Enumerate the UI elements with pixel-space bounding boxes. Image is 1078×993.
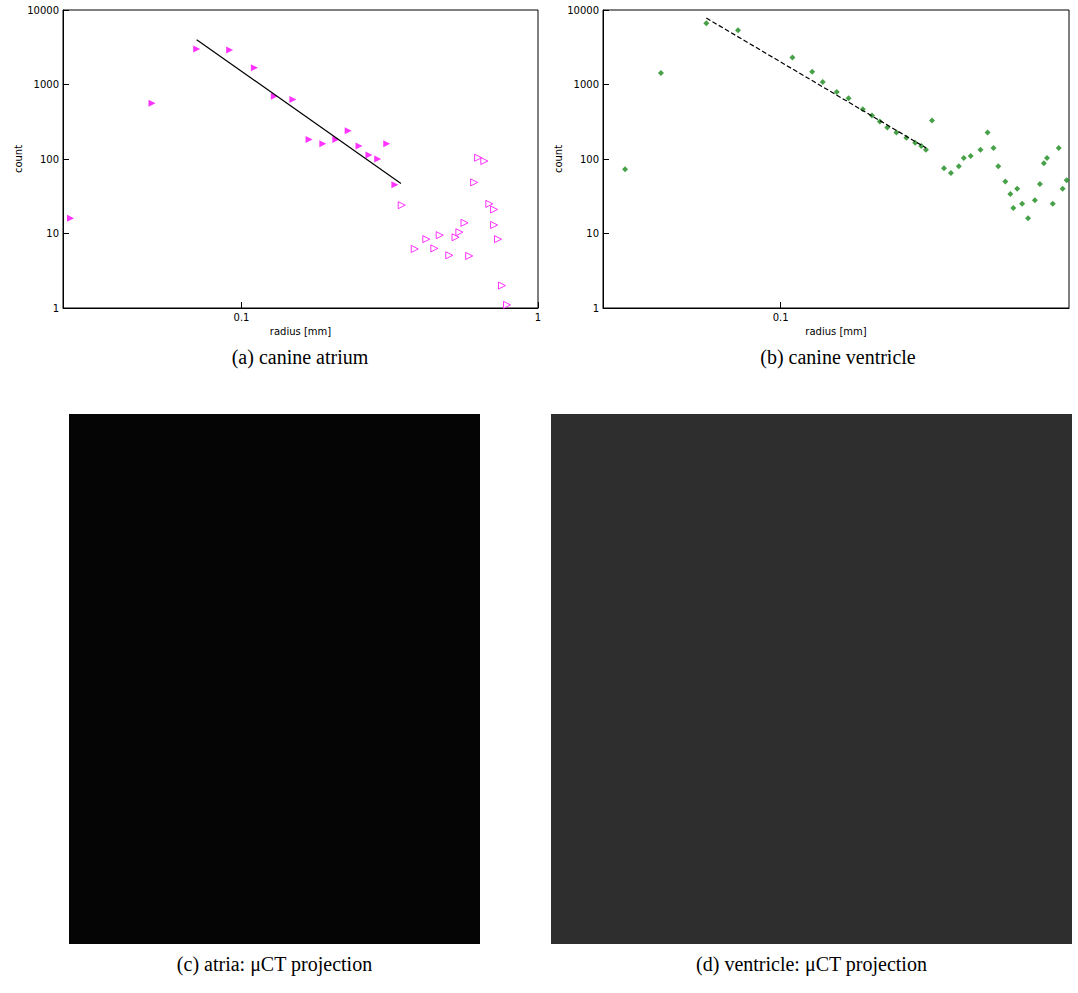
svg-text:count: count	[13, 145, 24, 173]
svg-text:100: 100	[40, 154, 59, 165]
svg-text:1: 1	[535, 312, 541, 323]
svg-text:10: 10	[586, 228, 599, 239]
html-text:(c) atria: μCT projection: (c) atria: μCT projection	[176, 953, 373, 975]
html-text:(b) canine ventricle: (b) canine ventricle	[760, 346, 916, 368]
html-text:(d) ventricle: μCT projection: (d) ventricle: μCT projection	[696, 953, 927, 975]
svg-text:count: count	[553, 145, 564, 173]
svg-text:100: 100	[580, 154, 599, 165]
svg-text:10000: 10000	[567, 5, 599, 16]
svg-text:0.1: 0.1	[234, 312, 250, 323]
svg-text:10000: 10000	[27, 5, 59, 16]
svg-text:10: 10	[46, 228, 59, 239]
svg-text:radius [mm]: radius [mm]	[270, 326, 331, 337]
svg-text:1: 1	[53, 303, 59, 314]
svg-text:0.1: 0.1	[773, 312, 789, 323]
svg-text:radius [mm]: radius [mm]	[805, 326, 866, 337]
svg-text:1000: 1000	[574, 79, 599, 90]
html-text:(a) canine atrium: (a) canine atrium	[231, 346, 369, 368]
svg-text:1: 1	[593, 303, 599, 314]
svg-text:1000: 1000	[34, 79, 59, 90]
